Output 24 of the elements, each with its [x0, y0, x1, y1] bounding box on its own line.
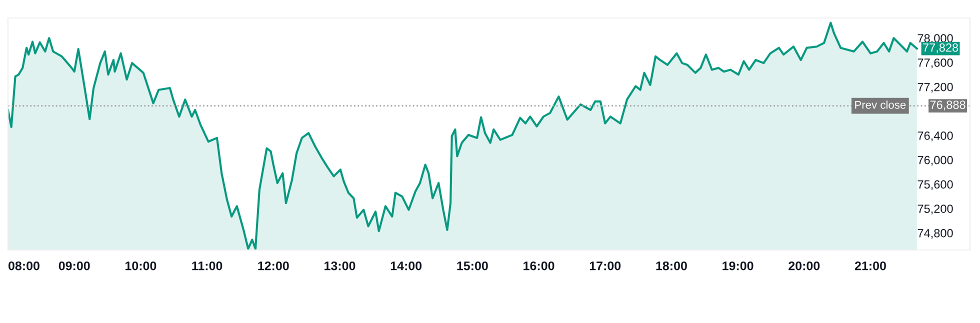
x-tick-label: 21:00	[854, 261, 886, 270]
y-tick-label: 76,000	[918, 156, 953, 166]
x-tick-label: 16:00	[524, 261, 554, 270]
x-tick-label: 20:00	[788, 261, 820, 270]
y-tick-label: 76,400	[918, 132, 953, 142]
x-tick-label: 15:00	[457, 261, 488, 270]
annotation: 77,828	[923, 43, 958, 54]
x-tick-label: 12:00	[258, 261, 289, 270]
annotation: 76,888	[930, 100, 966, 110]
y-tick-label: 75,600	[918, 180, 953, 190]
x-tick-label: 08:00	[8, 261, 40, 270]
y-tick-label: 77,600	[918, 58, 953, 68]
x-tick-label: 17:00	[590, 261, 621, 270]
x-tick-label: 10:00	[125, 261, 156, 270]
x-tick-label: 13:00	[324, 261, 356, 270]
x-tick-label: 11:00	[192, 261, 222, 270]
x-tick-label: 14:00	[390, 261, 422, 270]
y-tick-label: 75,200	[918, 204, 953, 214]
y-tick-label: 74,800	[918, 228, 953, 239]
x-tick-label: 09:00	[58, 261, 90, 270]
y-tick-label: 77,200	[918, 82, 953, 93]
x-tick-label: 18:00	[656, 261, 687, 270]
x-tick-label: 19:00	[722, 261, 754, 270]
ref-line-label: Prev close	[855, 100, 906, 109]
